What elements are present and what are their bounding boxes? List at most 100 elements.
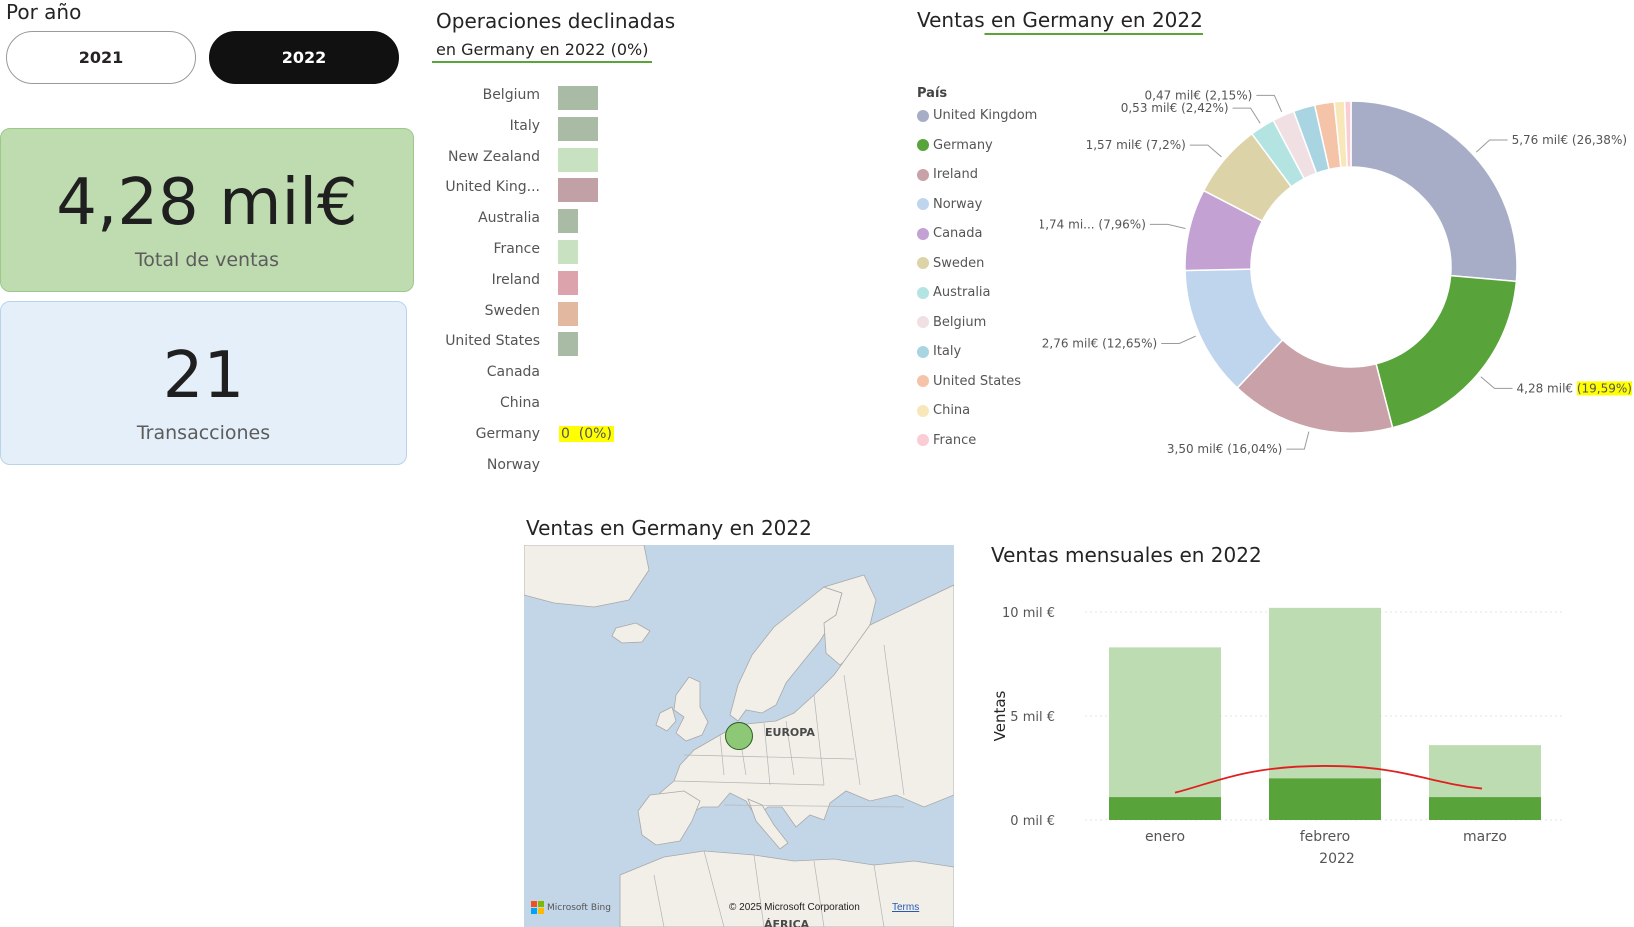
- legend-item[interactable]: United States: [917, 374, 1021, 389]
- transactions-card: 21 Transacciones: [0, 301, 407, 465]
- declined-category-label: New Zealand: [448, 148, 540, 165]
- declined-category-label: Belgium: [482, 87, 540, 103]
- legend-dot-icon: [917, 286, 929, 299]
- legend-label: Germany: [933, 137, 993, 153]
- legend-item[interactable]: Italy: [917, 344, 961, 359]
- map-terms-link[interactable]: Terms: [892, 902, 920, 913]
- y-tick-label: 5 mil €: [1010, 710, 1055, 725]
- donut-leader-line: [1161, 335, 1196, 344]
- legend-label: Norway: [933, 196, 983, 212]
- legend-title: País: [917, 86, 948, 101]
- map-region-label: EUROPA: [765, 726, 815, 739]
- legend-item[interactable]: Australia: [917, 285, 991, 300]
- legend-dot-icon: [917, 375, 929, 387]
- map-title: Ventas en Germany en 2022: [526, 516, 812, 540]
- donut-data-label: 4,28 mil€ (19,59%): [1517, 381, 1632, 395]
- donut-leader-line: [1256, 94, 1283, 112]
- declined-category-label: Italy: [509, 117, 540, 134]
- map-copyright: © 2025 Microsoft Corporation: [729, 902, 860, 913]
- declined-category-label: United King...: [445, 179, 540, 196]
- legend-item[interactable]: Ireland: [917, 167, 978, 182]
- legend-dot-icon: [917, 404, 929, 417]
- legend-item[interactable]: Canada: [917, 226, 982, 241]
- declined-bar-chart: Belgium Italy New Zealand United King... Aus…: [430, 86, 660, 486]
- legend-dot-icon: [917, 198, 929, 210]
- donut-leader-line: [1475, 139, 1508, 153]
- legend-label: United Kingdom: [933, 108, 1038, 123]
- legend-label: United States: [933, 373, 1022, 389]
- donut-legend: United Kingdom Germany Ireland Norway Canada…: [917, 108, 1067, 458]
- donut-chart: 5,76 mil€ (26,38%) 4,28 mil€ (19,59%) 3,50…: [1040, 88, 1632, 456]
- microsoft-logo-icon: [531, 901, 544, 914]
- donut-leader-line: [1480, 376, 1513, 389]
- x-axis-label: 2022: [1319, 851, 1355, 867]
- total-sales-label: Total de ventas: [134, 249, 280, 271]
- declined-bar[interactable]: [558, 209, 578, 234]
- donut-slice[interactable]: [1343, 100, 1352, 168]
- map-marker-germany[interactable]: [725, 722, 753, 750]
- donut-slice[interactable]: [1350, 100, 1518, 283]
- donut-leader-line: [1232, 107, 1261, 124]
- declined-bar[interactable]: [558, 332, 578, 357]
- legend-label: Ireland: [933, 167, 978, 182]
- legend-label: France: [933, 432, 977, 448]
- declined-bar[interactable]: [558, 301, 578, 326]
- legend-dot-icon: [917, 168, 929, 181]
- legend-label: Italy: [933, 344, 962, 359]
- year-option-2021[interactable]: 2021: [6, 31, 196, 84]
- declined-chart-subtitle: en Germany en 2022 (0%): [432, 40, 653, 63]
- y-tick-label: 0 mil €: [1010, 814, 1055, 829]
- declined-bar[interactable]: [558, 240, 578, 264]
- legend-dot-icon: [917, 345, 929, 358]
- legend-label: Canada: [933, 226, 983, 241]
- total-sales-card: 4,28 mil€ Total de ventas: [0, 128, 414, 292]
- declined-bar[interactable]: [558, 147, 598, 172]
- donut-leader-line: [1149, 223, 1186, 229]
- legend-label: Sweden: [933, 255, 985, 271]
- monthly-bar[interactable]: [1109, 647, 1221, 820]
- donut-leader-line: [1286, 431, 1310, 450]
- monthly-bar[interactable]: [1429, 797, 1541, 820]
- donut-data-label: 1,57 mil€ (7,2%): [1086, 138, 1186, 152]
- monthly-bar[interactable]: [1109, 797, 1221, 820]
- monthly-bar-chart: 0 mil € 5 mil € 10 mil € Ventas enero febrero…: [991, 606, 1565, 867]
- declined-data-label: 0 (0%): [559, 425, 614, 442]
- legend-item[interactable]: Sweden: [917, 256, 984, 271]
- donut-data-label: 1,74 mi... (7,96%): [1040, 217, 1146, 231]
- year-filter-title: Por año: [6, 0, 82, 24]
- x-tick-label: febrero: [1300, 829, 1351, 845]
- monthly-chart-title: Ventas mensuales en 2022: [991, 543, 1262, 567]
- donut-slice[interactable]: [1375, 274, 1518, 429]
- legend-item[interactable]: Germany: [917, 138, 993, 153]
- donut-leader-line: [1189, 144, 1222, 158]
- declined-category-label: Canada: [486, 364, 540, 381]
- declined-bar[interactable]: [558, 86, 598, 110]
- declined-bar[interactable]: [558, 270, 578, 295]
- monthly-bar[interactable]: [1269, 778, 1381, 820]
- declined-category-label: France: [493, 241, 540, 257]
- legend-item[interactable]: United Kingdom: [917, 108, 1037, 123]
- legend-dot-icon: [917, 139, 929, 151]
- legend-item[interactable]: Belgium: [917, 315, 986, 330]
- transactions-value: 21: [162, 339, 245, 413]
- total-sales-value: 4,28 mil€: [56, 166, 358, 240]
- legend-item[interactable]: France: [917, 433, 976, 448]
- declined-bar[interactable]: [558, 178, 598, 203]
- legend-item[interactable]: Norway: [917, 197, 982, 212]
- map-visual[interactable]: EUROPA ÁFRICA Microsoft Bing © 2025 Micr…: [524, 545, 954, 927]
- legend-label: Australia: [933, 285, 991, 300]
- legend-dot-icon: [917, 434, 929, 446]
- legend-item[interactable]: China: [917, 403, 970, 418]
- legend-label: China: [933, 403, 971, 418]
- year-option-2022[interactable]: 2022: [209, 31, 399, 84]
- declined-category-label: China: [500, 395, 540, 411]
- legend-dot-icon: [917, 109, 929, 122]
- declined-category-label: Australia: [478, 210, 540, 227]
- donut-label-highlight: [1576, 381, 1632, 396]
- legend-dot-icon: [917, 257, 929, 269]
- legend-dot-icon: [917, 316, 929, 328]
- declined-bar[interactable]: [558, 116, 598, 141]
- donut-data-label: 2,76 mil€ (12,65%): [1042, 336, 1157, 350]
- declined-category-label: Germany: [475, 425, 540, 442]
- transactions-label: Transacciones: [136, 422, 271, 444]
